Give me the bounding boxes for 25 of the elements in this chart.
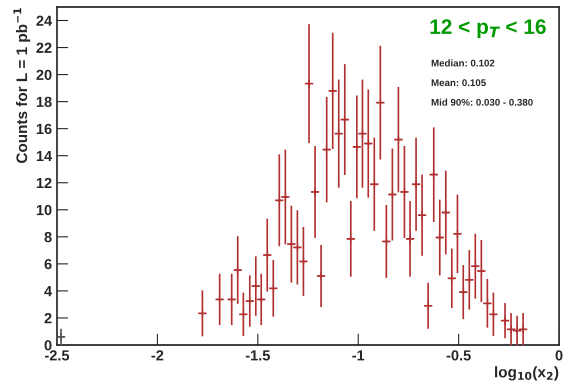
x-tick-label: -1.5: [246, 350, 270, 361]
y-tick-label: 2: [44, 313, 52, 324]
x-axis-title: log$_{10}$(x$_{2}$): [495, 366, 558, 381]
annotation: 12 < p$_{T}$ < 16: [430, 19, 546, 38]
y-tick-label: 10: [36, 204, 52, 216]
x-tick-label: 0: [556, 350, 563, 361]
y-tick-label: 12: [36, 178, 52, 188]
annotation: Mid 90%: 0.030 - 0.380: [432, 98, 533, 106]
annotation: Median: 0.102: [432, 59, 494, 67]
x-tick-label: -2.5: [44, 350, 70, 361]
x-tick-label: -0.5: [446, 350, 471, 361]
y-tick-label: 24: [36, 16, 52, 26]
y-axis-title: Counts for L = 1 pb$^{−1}$: [13, 8, 30, 163]
y-tick-label: 18: [36, 96, 52, 108]
annotation: Mean: 0.105: [432, 79, 486, 86]
y-tick-label: 22: [36, 42, 52, 53]
y-tick-label: 16: [36, 124, 52, 134]
y-tick-label: 14: [36, 150, 52, 161]
x-tick-label: -1: [352, 350, 364, 360]
y-tick-label: 0: [44, 340, 52, 350]
y-tick-label: 20: [36, 70, 52, 80]
y-tick-label: 8: [44, 232, 52, 242]
y-tick-label: 6: [44, 258, 52, 270]
x-tick-label: -2: [151, 350, 164, 360]
y-tick-label: 4: [44, 286, 52, 296]
